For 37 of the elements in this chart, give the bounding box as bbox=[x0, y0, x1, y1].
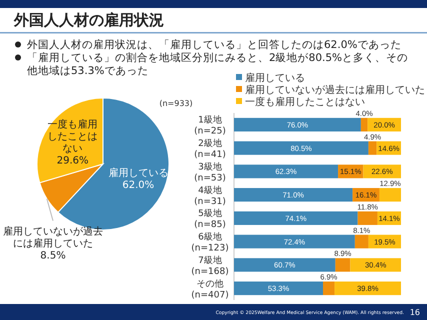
y-tick-label: 4級地 (n=31) bbox=[194, 184, 226, 207]
bar bbox=[358, 211, 378, 225]
bar bbox=[234, 164, 338, 178]
y-tick-label: その他 (n=407) bbox=[191, 278, 229, 300]
chart-title: 外国人人材の雇用状況 bbox=[13, 11, 164, 29]
bar bbox=[360, 118, 368, 132]
slice-label: 雇用していないが過去には雇用していた bbox=[3, 226, 103, 250]
bar bbox=[234, 282, 324, 296]
text: 外国人人材の雇用状況は、「雇用している」と回答したのは62.0%であった bbox=[27, 38, 402, 51]
bar bbox=[354, 234, 368, 248]
y-tick-label: 7級地 (n=168) bbox=[191, 254, 229, 277]
bar bbox=[335, 258, 350, 272]
bar bbox=[379, 188, 401, 202]
legend-label: 雇用していないが過去には雇用していた bbox=[245, 84, 425, 96]
bar bbox=[234, 258, 336, 272]
bar bbox=[334, 282, 401, 296]
slice-label: 一度も雇用したことはない bbox=[48, 118, 98, 154]
text: 16 bbox=[410, 308, 420, 317]
legend-label: 一度も雇用したことはない bbox=[245, 96, 365, 108]
bar bbox=[350, 258, 401, 272]
bar bbox=[368, 141, 377, 155]
bar bbox=[234, 141, 368, 155]
bar bbox=[234, 188, 353, 202]
bar bbox=[234, 234, 355, 248]
data-label: 29.6% bbox=[56, 155, 88, 166]
data-label: 8.5% bbox=[40, 250, 66, 262]
y-tick-label: 3級地 (n=53) bbox=[194, 161, 226, 184]
data-label: 62.0% bbox=[122, 180, 154, 191]
y-tick-label: 2級地 (n=41) bbox=[194, 138, 226, 160]
bar bbox=[234, 118, 361, 132]
y-tick-label: 5級地 (n=85) bbox=[194, 208, 226, 230]
y-tick-label: 6級地 (n=123) bbox=[191, 232, 229, 254]
chart-subtitle: (n=933) bbox=[159, 99, 193, 108]
y-tick-label: 1級地 (n=25) bbox=[194, 114, 226, 137]
bar bbox=[323, 282, 335, 296]
slice-label: 雇用している bbox=[108, 166, 168, 179]
bar bbox=[234, 211, 358, 225]
